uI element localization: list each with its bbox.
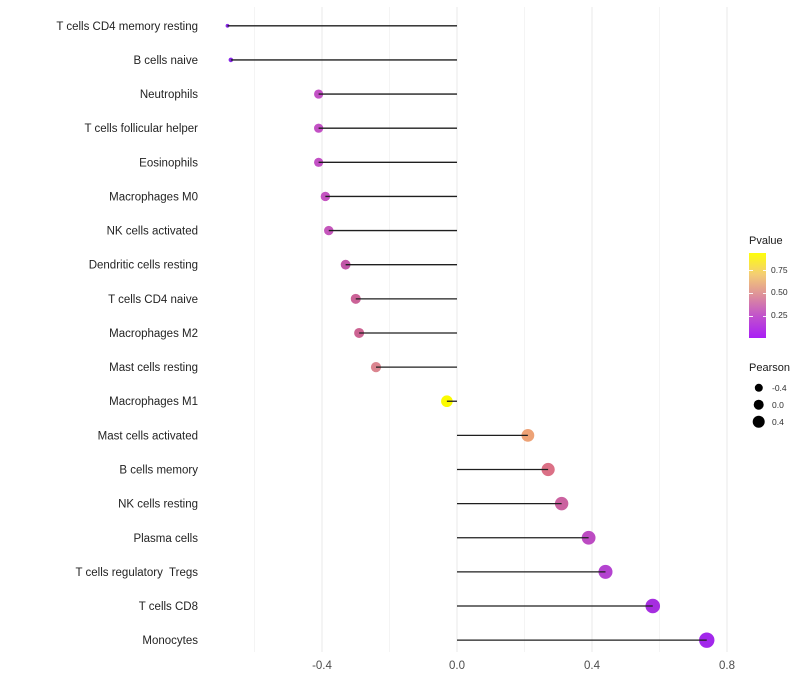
pvalue-colorbar [749,253,766,338]
pvalue-colorbar-tick-label: 0.75 [771,264,788,275]
x-axis-tick-label: -0.4 [312,660,332,672]
y-axis-label: B cells naive [133,55,198,67]
legend-panel: Pvalue 0.75 0.50 0.25 Pearson -0.4 0.0 0.4 [742,232,800,432]
pearson-legend-dot [753,399,764,410]
y-axis-label: Monocytes [142,635,198,647]
y-axis-label: Mast cells activated [98,430,198,442]
y-axis-label: T cells CD8 [139,601,198,613]
x-axis-tick-label: 0.4 [584,660,601,672]
pearson-legend-label: 0.4 [772,416,784,427]
pearson-legend-item: 0.4 [749,413,799,430]
pvalue-colorbar-tick-mark [762,292,766,294]
pearson-legend-label: -0.4 [772,382,787,393]
pvalue-colorbar-tick-mark [762,270,766,271]
pearson-legend-label: 0.0 [772,399,784,410]
y-axis-label: T cells follicular helper [84,123,198,135]
pvalue-colorbar-tick-mark [749,270,753,271]
pearson-legend-item: -0.4 [749,379,799,396]
pearson-legend-item: 0.0 [749,396,799,413]
pearson-legend-dot-cell [749,413,768,430]
pearson-legend-dot [752,415,765,428]
pvalue-colorbar-tick-label: 0.50 [771,287,788,298]
pvalue-legend-title: Pvalue [749,235,783,247]
pvalue-colorbar-tick-label: 0.25 [771,310,788,320]
y-axis-label: Dendritic cells resting [89,260,198,272]
pvalue-colorbar-tick-mark [749,292,753,294]
pvalue-colorbar-tick-mark [762,315,766,317]
y-axis-label: Macrophages M2 [109,328,198,340]
y-axis-label: Macrophages M1 [109,396,198,408]
y-axis-label: Plasma cells [133,533,198,545]
x-axis-tick-label: 0.8 [719,660,735,672]
y-axis-label: Mast cells resting [109,362,198,374]
pvalue-colorbar-tick-mark [749,315,753,317]
y-axis-label: Macrophages M0 [109,191,198,203]
pearson-legend-title: Pearson [749,362,790,374]
y-axis-label: Eosinophils [139,157,198,169]
y-axis-label: T cells CD4 memory resting [56,21,198,33]
pearson-legend-dot-cell [749,396,768,413]
y-axis-label: NK cells activated [107,226,198,238]
y-axis-label: NK cells resting [118,499,198,511]
y-axis-label: T cells CD4 naive [108,294,198,306]
y-axis-label: T cells regulatory Tregs [75,567,198,579]
y-axis-label: Neutrophils [140,89,198,101]
y-axis-label: B cells memory [119,464,198,476]
pearson-legend-dot-cell [749,379,768,396]
pearson-legend-dot [754,383,763,392]
x-axis-tick-label: 0.0 [449,660,465,672]
